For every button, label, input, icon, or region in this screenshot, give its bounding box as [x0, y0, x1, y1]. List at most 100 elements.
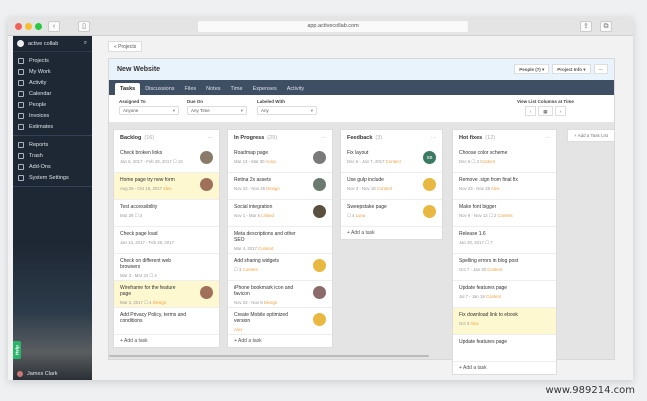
- tabs-icon[interactable]: ⧉: [600, 21, 612, 32]
- task-card[interactable]: Fix layout Dec 6 - Jan 7, 2017 Content SB: [341, 146, 442, 173]
- task-card[interactable]: Update features page: [453, 335, 556, 362]
- more-button[interactable]: ···: [593, 64, 608, 74]
- task-meta: Nov 22 - Nov 25 Design: [234, 186, 326, 191]
- task-card[interactable]: Retina 2x assets Nov 22 - Nov 25 Design: [228, 173, 332, 200]
- tab[interactable]: Activity: [286, 86, 305, 92]
- tab[interactable]: Notes: [206, 86, 221, 92]
- task-list-column: Hot fixes (12) ··· Choose color scheme Dec 6…: [452, 129, 557, 375]
- tab[interactable]: Tasks: [115, 83, 141, 95]
- task-meta: Nov 1 - Mar 6 Linked: [234, 213, 326, 218]
- task-card[interactable]: Roadmap page Mar 13 - Mar 30 Anna: [228, 146, 332, 173]
- sidebar-item[interactable]: Reports: [13, 139, 92, 150]
- task-card[interactable]: Home page try new form Aug 25 - Oct 15, 2…: [114, 173, 219, 200]
- due-label: Due On: [187, 99, 204, 104]
- tab[interactable]: Expenses: [252, 86, 277, 92]
- add-task-list-button[interactable]: + Add a Task List: [567, 129, 615, 142]
- sidebar-item-label: System Settings: [29, 174, 69, 181]
- more-columns-button[interactable]: ›: [554, 106, 567, 116]
- task-card[interactable]: Release 1.6 Jan 20, 2017 ☐ 7: [453, 227, 556, 254]
- task-card[interactable]: Choose color scheme Dec 6 ☐ 3 Content: [453, 146, 556, 173]
- task-label: Design: [152, 300, 167, 305]
- assigned-select[interactable]: Anyone: [119, 106, 179, 115]
- task-dates: Jan 6, 2017 - Feb 28, 2017 ☐ 13: [120, 159, 183, 164]
- column-menu-button[interactable]: ···: [207, 135, 214, 141]
- task-dates: Aug 25 - Oct 15, 2017: [120, 186, 163, 191]
- sidebar-item[interactable]: Activity: [13, 77, 92, 88]
- task-meta: Jan 20, 2017 ☐ 7: [459, 240, 550, 246]
- task-card[interactable]: Check on different web browsers Mar 3 - M…: [114, 254, 219, 281]
- task-card[interactable]: Fix download link to ebook Oct 3 Alex: [453, 308, 556, 335]
- sidebar-toggle-icon[interactable]: ▯: [78, 21, 90, 32]
- task-dates: Nov 3 - Nov 18: [347, 186, 376, 191]
- maximize-window-button[interactable]: [35, 23, 42, 30]
- task-meta: Jan 13, 2017 - Feb 28, 2017: [120, 240, 213, 245]
- sidebar-item[interactable]: People: [13, 99, 92, 110]
- column-title: In Progress: [234, 135, 265, 141]
- watermark: www.989214.com: [545, 385, 635, 396]
- address-bar[interactable]: app.activecollab.com: [198, 21, 468, 32]
- sidebar-item[interactable]: Projects: [13, 55, 92, 66]
- task-card[interactable]: Sweepstake page ☐ 4 Luna: [341, 200, 442, 227]
- minimize-window-button[interactable]: [25, 23, 32, 30]
- task-card[interactable]: Social integration Nov 1 - Mar 6 Linked: [228, 200, 332, 227]
- column-menu-button[interactable]: ···: [430, 135, 437, 141]
- task-card[interactable]: Wireframe for the feature page Mar 3, 201…: [114, 281, 219, 308]
- people-button[interactable]: People (7) ▾: [514, 64, 550, 74]
- horizontal-scrollbar[interactable]: [109, 355, 429, 357]
- sidebar-item[interactable]: Estimates: [13, 121, 92, 132]
- task-card[interactable]: Check broken links Jan 6, 2017 - Feb 28, …: [114, 146, 219, 173]
- task-card[interactable]: Use gulp include Nov 3 - Nov 18 Content: [341, 173, 442, 200]
- column-count: (3): [375, 135, 383, 141]
- sidebar-item-label: Projects: [29, 57, 49, 64]
- sidebar-item[interactable]: Calendar: [13, 88, 92, 99]
- sidebar-item-label: Invoices: [29, 112, 50, 119]
- close-window-button[interactable]: [15, 23, 22, 30]
- task-board: + Add a Task List Backlog (16) ··· Check br…: [109, 123, 615, 375]
- due-select[interactable]: Any Time: [187, 106, 247, 115]
- task-card[interactable]: Create Mobile optimized version Alex: [228, 308, 332, 335]
- task-card[interactable]: iPhone bookmark icon and favicon Nov 22 -…: [228, 281, 332, 308]
- task-meta: Nov 23 - Nov 28 Alex: [459, 186, 550, 191]
- add-task-button[interactable]: + Add a task: [459, 365, 487, 371]
- sidebar-item-label: Calendar: [29, 90, 52, 97]
- project-info-button[interactable]: Project Info ▾: [552, 64, 591, 74]
- help-button[interactable]: Help: [13, 341, 21, 359]
- task-card[interactable]: Update features page Jul 7 - Jan 19 Conte…: [453, 281, 556, 308]
- task-meta: Mar 4, 2017 Content: [234, 246, 326, 251]
- task-card[interactable]: Spelling errors in blog post Oct 7 - Jan …: [453, 254, 556, 281]
- user-profile[interactable]: James Clark: [17, 371, 58, 377]
- projects-button[interactable]: « Projects: [108, 41, 143, 52]
- task-card[interactable]: Add sharing widgets ☐ 3 Content: [228, 254, 332, 281]
- task-dates: Nov 22 - Nov 8: [234, 300, 263, 305]
- sidebar-item-icon: [18, 174, 24, 181]
- task-title: Roadmap page: [234, 150, 269, 156]
- page-title: New Website: [117, 66, 161, 73]
- task-card[interactable]: Test accessibility Mar 28 ☐ 3: [114, 200, 219, 227]
- column-menu-button[interactable]: ···: [320, 135, 327, 141]
- tab[interactable]: Files: [184, 86, 197, 92]
- columns-grid-icon[interactable]: ▦: [538, 106, 553, 116]
- add-task-button[interactable]: + Add a task: [120, 338, 148, 344]
- back-button[interactable]: ‹: [48, 21, 60, 32]
- sidebar-item-icon: [18, 101, 24, 108]
- add-task-button[interactable]: + Add a task: [234, 338, 262, 344]
- task-card[interactable]: Check page load Jan 13, 2017 - Feb 28, 20…: [114, 227, 219, 254]
- column-menu-button[interactable]: ···: [544, 135, 551, 141]
- sidebar-item[interactable]: My Work: [13, 66, 92, 77]
- sidebar-item[interactable]: Add-Ons: [13, 161, 92, 172]
- add-task-button[interactable]: + Add a task: [347, 230, 375, 236]
- share-icon[interactable]: ⇪: [580, 21, 592, 32]
- search-icon[interactable]: ⌕: [83, 40, 87, 46]
- sidebar-item[interactable]: Invoices: [13, 110, 92, 121]
- task-label: Content: [385, 159, 401, 164]
- task-card[interactable]: Add Privacy Policy, terms and conditions: [114, 308, 219, 335]
- tab[interactable]: Time: [230, 86, 243, 92]
- task-card[interactable]: Make font bigger Nov 8 - Nov 12 ☐ 2 Conte…: [453, 200, 556, 227]
- fewer-columns-button[interactable]: ‹: [524, 106, 537, 116]
- tab[interactable]: Discussions: [145, 86, 175, 92]
- task-card[interactable]: Remove .sign from final fix Nov 23 - Nov …: [453, 173, 556, 200]
- sidebar-item[interactable]: System Settings: [13, 172, 92, 183]
- task-card[interactable]: Meta descriptions and other SEO Mar 4, 20…: [228, 227, 332, 254]
- sidebar-item[interactable]: Trash: [13, 150, 92, 161]
- labeled-select[interactable]: Any: [257, 106, 317, 115]
